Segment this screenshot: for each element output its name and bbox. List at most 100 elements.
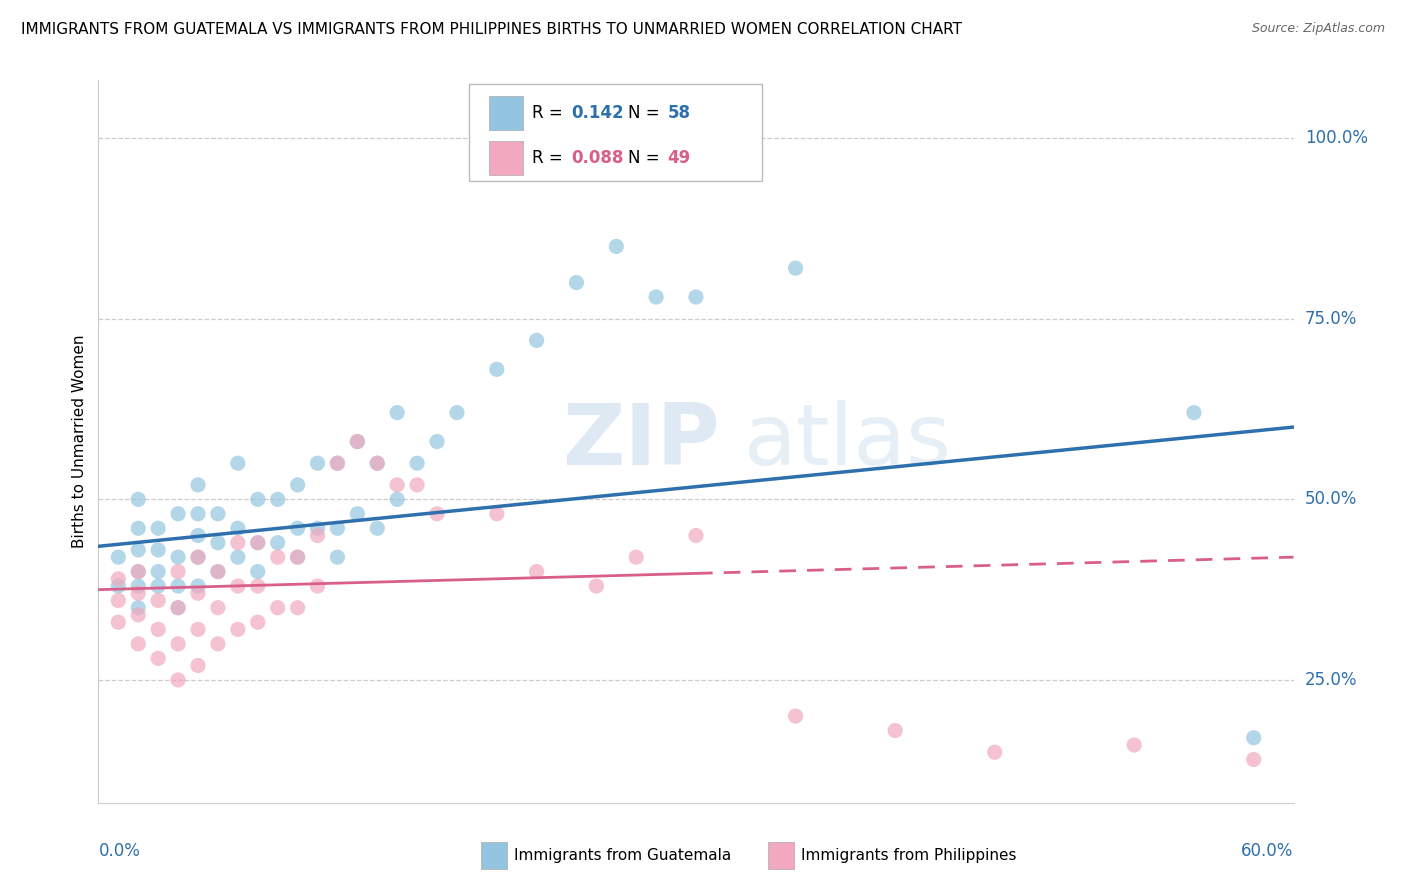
Point <box>187 658 209 673</box>
Text: 60.0%: 60.0% <box>1241 842 1294 860</box>
Point <box>167 579 190 593</box>
Point <box>406 478 429 492</box>
Text: IMMIGRANTS FROM GUATEMALA VS IMMIGRANTS FROM PHILIPPINES BIRTHS TO UNMARRIED WOM: IMMIGRANTS FROM GUATEMALA VS IMMIGRANTS … <box>21 22 962 37</box>
Point <box>307 528 329 542</box>
Point <box>565 276 588 290</box>
Point <box>685 528 707 542</box>
Point <box>226 456 249 470</box>
Point <box>426 507 449 521</box>
Point <box>226 535 249 549</box>
Point <box>526 565 548 579</box>
Point <box>346 507 368 521</box>
Point <box>385 478 409 492</box>
Point <box>207 535 229 549</box>
Point <box>267 600 290 615</box>
Point <box>246 615 269 630</box>
Point <box>326 550 349 565</box>
Point <box>346 434 368 449</box>
Point <box>127 579 149 593</box>
Point <box>446 406 468 420</box>
Point <box>127 607 149 622</box>
Point <box>167 565 190 579</box>
Point <box>226 579 249 593</box>
FancyBboxPatch shape <box>470 84 762 181</box>
Point <box>884 723 907 738</box>
Point <box>207 565 229 579</box>
Point <box>287 478 309 492</box>
Point <box>287 600 309 615</box>
Point <box>585 579 607 593</box>
Point <box>246 535 269 549</box>
Point <box>207 637 229 651</box>
Point <box>226 623 249 637</box>
Point <box>267 492 290 507</box>
Point <box>287 550 309 565</box>
Point <box>207 565 229 579</box>
Point <box>107 572 129 586</box>
Point <box>287 521 309 535</box>
Point <box>366 456 388 470</box>
Point <box>127 492 149 507</box>
Point <box>246 565 269 579</box>
Text: N =: N = <box>628 149 665 167</box>
Point <box>267 535 290 549</box>
Point <box>107 593 129 607</box>
Point <box>148 579 170 593</box>
Point <box>984 745 1007 759</box>
Point <box>127 542 149 557</box>
Point <box>148 623 170 637</box>
Point <box>326 456 349 470</box>
FancyBboxPatch shape <box>489 141 523 175</box>
Point <box>1243 731 1265 745</box>
Point <box>385 406 409 420</box>
Point <box>167 550 190 565</box>
Text: R =: R = <box>533 149 568 167</box>
Point <box>187 550 209 565</box>
FancyBboxPatch shape <box>481 842 508 870</box>
Point <box>267 550 290 565</box>
Point <box>346 434 368 449</box>
Text: Source: ZipAtlas.com: Source: ZipAtlas.com <box>1251 22 1385 36</box>
Point <box>127 586 149 600</box>
Point <box>167 600 190 615</box>
Point <box>127 637 149 651</box>
Point <box>107 550 129 565</box>
Point <box>187 623 209 637</box>
Point <box>685 290 707 304</box>
Text: 50.0%: 50.0% <box>1305 491 1357 508</box>
Text: 75.0%: 75.0% <box>1305 310 1357 327</box>
Point <box>226 521 249 535</box>
Point <box>366 521 388 535</box>
Point <box>107 579 129 593</box>
Point <box>1243 752 1265 766</box>
Point <box>1123 738 1146 752</box>
Point <box>485 362 508 376</box>
Point <box>485 507 508 521</box>
Point <box>127 600 149 615</box>
Point <box>645 290 668 304</box>
Text: 25.0%: 25.0% <box>1305 671 1357 689</box>
Point <box>1182 406 1205 420</box>
Point <box>385 492 409 507</box>
Point <box>307 521 329 535</box>
Text: N =: N = <box>628 103 665 122</box>
Point <box>366 456 388 470</box>
Point <box>127 521 149 535</box>
Point <box>626 550 648 565</box>
Point <box>326 521 349 535</box>
Text: R =: R = <box>533 103 568 122</box>
Text: 0.088: 0.088 <box>572 149 624 167</box>
Text: Immigrants from Philippines: Immigrants from Philippines <box>801 848 1017 863</box>
Point <box>246 492 269 507</box>
FancyBboxPatch shape <box>489 95 523 130</box>
Point <box>207 600 229 615</box>
Point <box>187 507 209 521</box>
Point <box>148 542 170 557</box>
Point <box>167 507 190 521</box>
Point <box>605 239 627 253</box>
Point <box>307 456 329 470</box>
Point <box>426 434 449 449</box>
Point <box>326 456 349 470</box>
FancyBboxPatch shape <box>768 842 794 870</box>
Point <box>246 579 269 593</box>
